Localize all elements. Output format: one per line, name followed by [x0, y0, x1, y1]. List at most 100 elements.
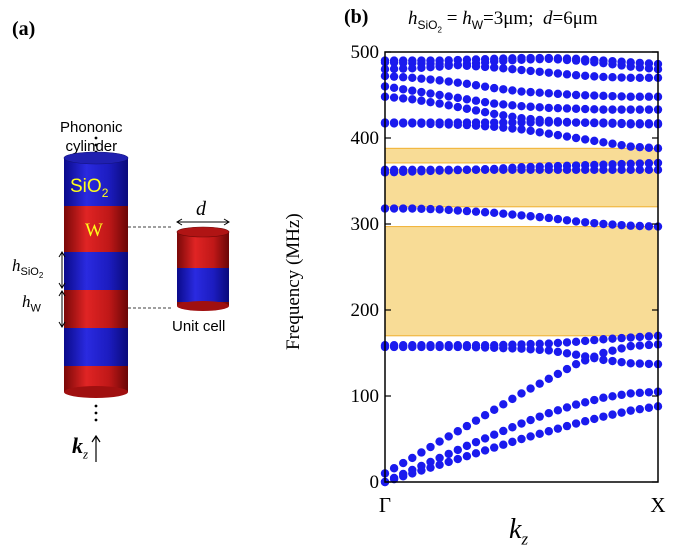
data-point	[389, 464, 399, 473]
data-point	[544, 162, 553, 171]
data-point	[490, 99, 499, 108]
label-w: W	[85, 220, 103, 241]
data-point	[644, 359, 654, 369]
data-point	[617, 333, 626, 343]
data-point	[453, 427, 462, 436]
data-point	[480, 108, 490, 117]
data-point	[462, 206, 472, 216]
data-point	[417, 96, 426, 105]
data-point	[535, 88, 544, 97]
data-point	[581, 417, 590, 426]
data-point	[608, 119, 617, 128]
data-point	[581, 352, 590, 361]
data-point	[644, 340, 654, 350]
data-point	[535, 429, 544, 439]
data-point	[499, 100, 508, 109]
label-h-w-base: h	[22, 292, 31, 311]
data-point	[590, 91, 599, 100]
cylinder-layer-sio2	[64, 328, 128, 366]
data-point	[471, 118, 481, 127]
x-tick-label: X	[650, 493, 665, 517]
data-point	[417, 448, 426, 457]
data-point	[544, 339, 553, 348]
unit-cell-top-cap	[176, 226, 230, 238]
data-point	[399, 469, 408, 479]
data-point	[590, 414, 599, 424]
data-point	[480, 434, 490, 443]
data-point	[426, 457, 435, 467]
data-point	[399, 167, 408, 177]
data-point	[644, 332, 654, 341]
data-point	[471, 106, 481, 115]
data-point	[526, 114, 535, 124]
cylinder-caption-line2: cylinder	[65, 138, 118, 155]
data-point	[435, 437, 444, 446]
data-point	[599, 58, 608, 68]
data-point	[562, 90, 572, 99]
data-point	[562, 117, 572, 127]
data-point	[417, 56, 426, 65]
data-point	[499, 64, 508, 73]
header-eq: =	[441, 8, 463, 29]
label-sio2-base: SiO	[70, 176, 102, 197]
data-point	[453, 341, 462, 350]
data-point	[571, 400, 581, 409]
data-point	[553, 130, 563, 140]
data-point	[389, 204, 399, 213]
data-point	[626, 406, 635, 415]
x-axis-label-sub: z	[521, 529, 529, 549]
data-point	[517, 55, 526, 64]
data-point	[444, 457, 453, 467]
data-point	[444, 166, 453, 175]
data-point	[571, 359, 581, 369]
data-point	[517, 87, 526, 96]
data-point	[408, 453, 417, 463]
data-point	[435, 460, 444, 469]
data-point	[499, 209, 508, 218]
data-point	[517, 65, 526, 75]
data-point	[453, 102, 462, 112]
data-point	[408, 341, 417, 350]
header-h2: h	[462, 8, 472, 29]
data-point	[426, 166, 435, 176]
cylinder-caption: Phononic cylinder	[60, 118, 123, 156]
data-point	[635, 359, 644, 368]
data-point	[626, 142, 635, 151]
data-point	[553, 103, 563, 113]
data-point	[644, 159, 654, 168]
data-point	[581, 71, 590, 80]
data-point	[444, 61, 453, 70]
data-point	[635, 73, 644, 83]
data-point	[490, 63, 499, 72]
data-point	[626, 105, 635, 114]
data-point	[581, 218, 590, 227]
data-point	[599, 335, 608, 344]
header-w-sub: W	[471, 17, 484, 32]
unit-cell	[176, 226, 230, 311]
data-point	[635, 105, 644, 114]
dimension-arrows	[58, 251, 66, 328]
data-point	[617, 61, 626, 70]
data-point	[417, 167, 426, 176]
data-point	[599, 348, 608, 358]
data-point	[526, 66, 535, 76]
data-point	[399, 85, 408, 94]
data-point	[590, 118, 599, 128]
phononic-cylinder	[63, 151, 129, 398]
label-h-w-sub: W	[30, 302, 41, 315]
data-point	[480, 411, 490, 420]
data-point	[571, 419, 581, 428]
data-point	[417, 204, 426, 214]
data-point	[435, 56, 444, 65]
data-point	[408, 73, 417, 83]
data-point	[426, 442, 435, 452]
data-point	[480, 208, 490, 217]
data-point	[426, 341, 435, 350]
bandgap-region	[384, 169, 659, 208]
data-point	[462, 79, 472, 89]
data-point	[608, 346, 617, 355]
unit-cell-w	[177, 232, 229, 268]
data-point	[562, 161, 572, 171]
data-point	[499, 440, 508, 449]
